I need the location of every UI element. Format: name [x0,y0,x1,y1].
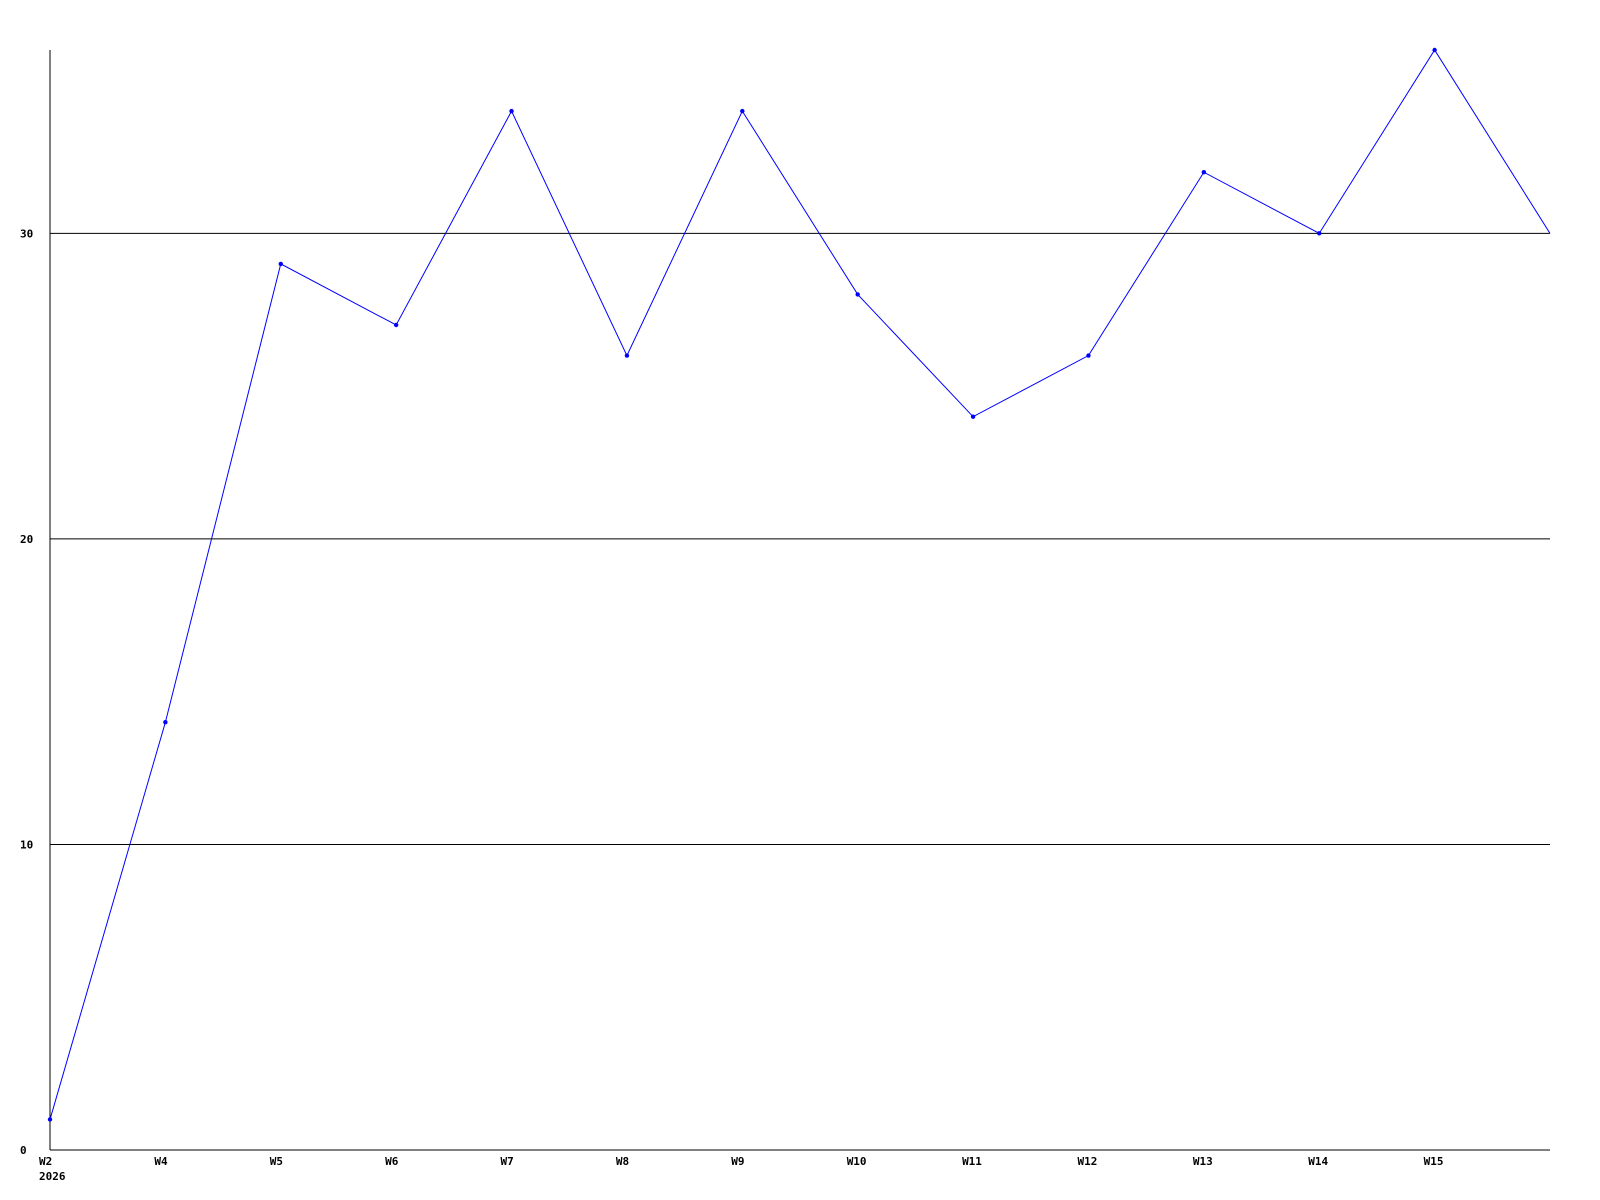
data-point [509,108,514,114]
series-path [49,49,1551,1120]
x-tick-label: W12 [1077,1155,1097,1168]
data-point [855,292,860,297]
gridlines [50,232,1550,845]
data-point [47,1117,53,1122]
series-line [47,47,1551,1122]
y-tick-label: 30 [20,227,33,240]
x-tick-label: W15 [1424,1155,1444,1168]
data-point [970,414,976,419]
x-tick-label: W4 [154,1155,168,1168]
data-point [1201,170,1207,175]
x-tick-label: W13 [1193,1155,1213,1168]
y-tick-label: 0 [20,1144,27,1157]
data-point [1317,231,1322,236]
x-tick-label: W2 [39,1155,52,1168]
x-tick-label: W10 [847,1155,867,1168]
data-point [1432,47,1437,53]
x-tick-label: W14 [1308,1155,1328,1168]
data-point [740,108,745,114]
x-tick-label: W8 [616,1155,629,1168]
x-tick-label: W11 [962,1155,982,1168]
x-tick-label: W7 [501,1155,514,1168]
y-tick-label: 10 [20,838,33,851]
data-point [163,720,168,725]
data-point [624,353,630,358]
data-point [1086,353,1091,358]
x-tick-label: W9 [731,1155,744,1168]
x-axis-year-label: 2026 [39,1170,66,1183]
data-point [278,261,283,267]
y-tick-label: 20 [20,533,33,546]
x-axis-ticks: W2 W4 W5 W6 W7 W8 W9 W10 W11 W12 W13 W14 W15 [39,1155,1443,1168]
y-axis-ticks: 0 10 20 30 [20,227,33,1157]
data-point [393,322,399,328]
x-tick-label: W5 [270,1155,283,1168]
x-tick-label: W6 [385,1155,399,1168]
